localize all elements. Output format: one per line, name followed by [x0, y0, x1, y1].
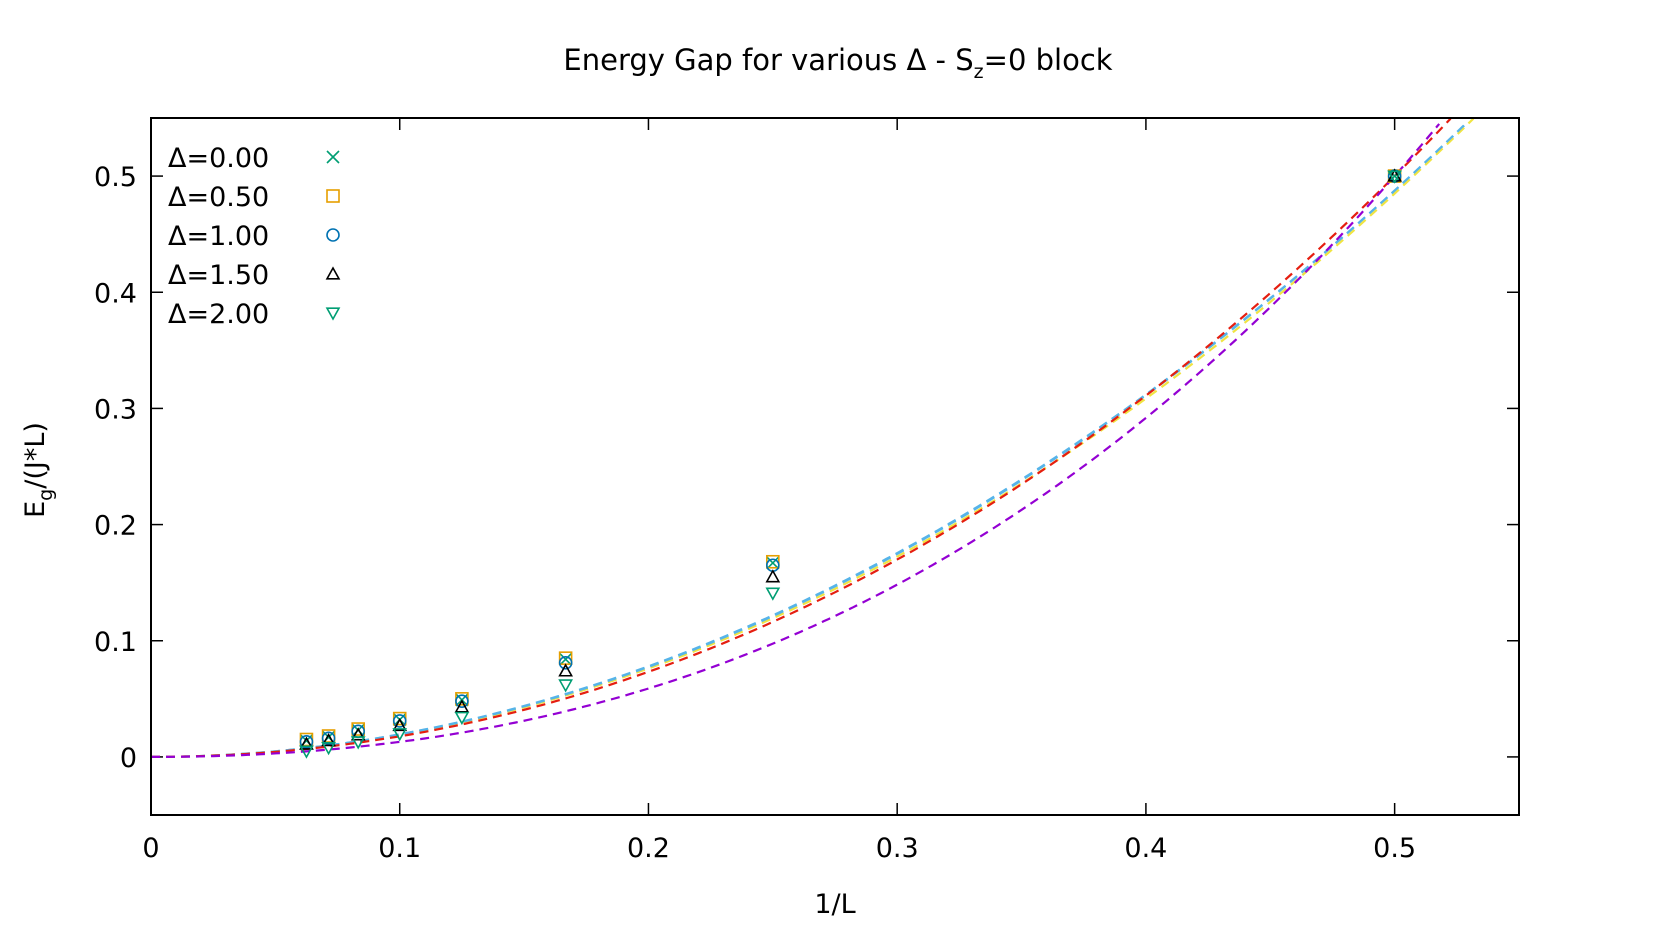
x-tick-label: 0.3 — [876, 833, 919, 864]
data-point — [559, 652, 573, 666]
legend-label: Δ=0.50 — [168, 182, 269, 213]
data-point — [558, 679, 573, 693]
data-point — [454, 699, 470, 713]
x-tick-label: 0.1 — [378, 833, 421, 864]
y-axis-ticks: 0 0.1 0.2 0.3 0.4 0.5 — [94, 162, 1519, 774]
legend: Δ=0.00 Δ=0.50 Δ=1.00 Δ=1.50 Δ=2.00 — [168, 143, 341, 330]
fit-curve-3 — [151, 117, 1452, 758]
legend-marker — [325, 266, 341, 280]
data-point — [392, 714, 407, 728]
data-point — [321, 742, 336, 756]
y-tick-label: 0.5 — [94, 162, 137, 193]
data-point — [299, 736, 314, 750]
y-tick-label: 0.4 — [94, 278, 137, 309]
legend-label: Δ=1.50 — [168, 260, 269, 291]
legend-label: Δ=0.00 — [168, 143, 269, 174]
fit-curve-2 — [151, 120, 1469, 758]
x-tick-label: 0.2 — [627, 833, 670, 864]
data-point — [558, 663, 573, 677]
data-point — [765, 569, 781, 583]
y-axis-label: Eg/(J*L) — [20, 422, 57, 518]
data-point — [321, 731, 336, 746]
legend-label: Δ=1.00 — [168, 221, 269, 252]
legend-marker — [325, 307, 341, 321]
chart-title: Energy Gap for various Δ - Sz=0 block — [563, 43, 1112, 83]
data-point — [321, 733, 336, 747]
data-point — [455, 694, 469, 708]
data-point — [299, 735, 314, 749]
y-tick-label: 0.2 — [94, 511, 137, 542]
plot-frame — [150, 117, 1520, 816]
y-tick-label: 0.1 — [94, 627, 137, 658]
data-point — [350, 736, 366, 750]
x-tick-label: 0.4 — [1124, 833, 1167, 864]
legend-marker — [326, 150, 340, 164]
data-point — [1387, 170, 1402, 184]
y-tick-label: 0.3 — [94, 394, 137, 425]
x-tick-label: 0.5 — [1373, 833, 1416, 864]
data-point — [558, 656, 573, 670]
data-point — [766, 554, 780, 569]
data-point — [392, 728, 408, 742]
x-tick-label: 0 — [142, 833, 159, 864]
data-point — [392, 717, 408, 732]
legend-label: Δ=2.00 — [168, 299, 269, 330]
fit-curve-0 — [151, 121, 1469, 758]
data-point — [454, 711, 470, 726]
data-point — [299, 745, 314, 759]
legend-marker — [326, 189, 340, 203]
y-tick-label: 0 — [120, 743, 137, 774]
fit-curve-4 — [151, 123, 1441, 758]
data-point — [766, 556, 780, 570]
fit-curves — [151, 117, 1475, 758]
data-point — [765, 587, 781, 601]
data-point — [350, 727, 366, 741]
legend-marker — [326, 228, 340, 242]
x-axis-ticks: 0 0.1 0.2 0.3 0.4 0.5 — [142, 118, 1416, 864]
x-axis-label: 1/L — [814, 889, 855, 920]
fit-curve-1 — [151, 117, 1475, 758]
data-points — [299, 168, 1402, 759]
